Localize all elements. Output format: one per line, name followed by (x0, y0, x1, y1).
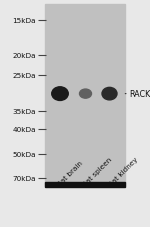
Text: 35kDa: 35kDa (12, 108, 36, 114)
Text: 20kDa: 20kDa (12, 53, 36, 59)
Text: 50kDa: 50kDa (12, 151, 36, 157)
Text: 40kDa: 40kDa (12, 126, 36, 132)
Text: Rat brain: Rat brain (57, 160, 84, 187)
Ellipse shape (80, 90, 92, 99)
Text: Rat kidney: Rat kidney (108, 156, 139, 187)
Bar (45, 182, 124, 187)
Text: 25kDa: 25kDa (12, 73, 36, 79)
Text: 15kDa: 15kDa (12, 17, 36, 23)
Bar (45, 5, 124, 186)
Text: 70kDa: 70kDa (12, 175, 36, 181)
Text: Rat spleen: Rat spleen (82, 156, 113, 187)
Ellipse shape (52, 87, 68, 101)
Text: RACK1: RACK1 (129, 90, 150, 99)
Ellipse shape (102, 88, 117, 100)
